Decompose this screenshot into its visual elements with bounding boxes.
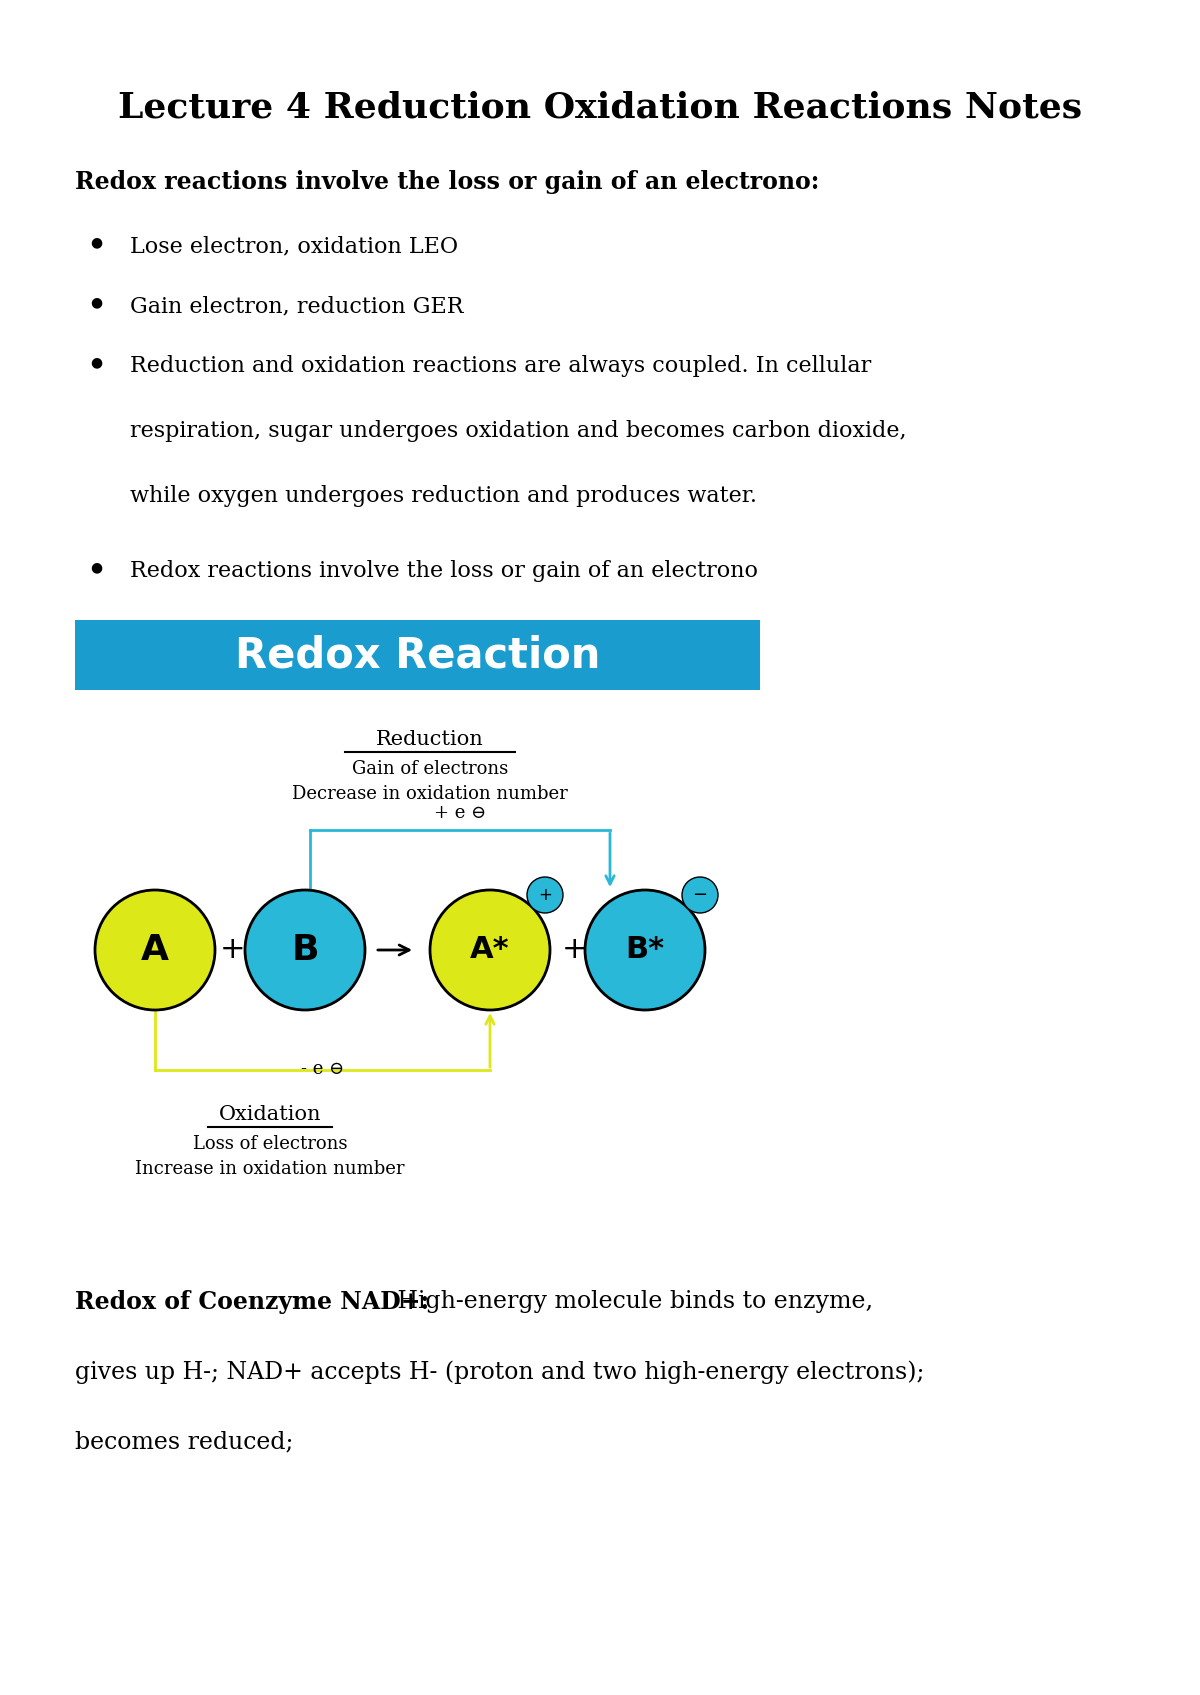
Text: while oxygen undergoes reduction and produces water.: while oxygen undergoes reduction and pro… (130, 485, 757, 507)
Text: gives up H-; NAD+ accepts H- (proton and two high-energy electrons);: gives up H-; NAD+ accepts H- (proton and… (74, 1359, 924, 1383)
Text: Redox Reaction: Redox Reaction (235, 634, 600, 676)
Text: High-energy molecule binds to enzyme,: High-energy molecule binds to enzyme, (390, 1290, 874, 1314)
Text: Gain of electrons: Gain of electrons (352, 759, 508, 778)
Text: Lose electron, oxidation LEO: Lose electron, oxidation LEO (130, 236, 458, 258)
Text: Loss of electrons: Loss of electrons (193, 1136, 347, 1153)
Text: respiration, sugar undergoes oxidation and becomes carbon dioxide,: respiration, sugar undergoes oxidation a… (130, 420, 907, 442)
Text: Lecture 4 Reduction Oxidation Reactions Notes: Lecture 4 Reduction Oxidation Reactions … (118, 90, 1082, 124)
Text: −: − (692, 886, 708, 903)
Circle shape (527, 876, 563, 914)
Text: ●: ● (90, 236, 102, 249)
Text: B*: B* (625, 936, 665, 964)
Text: A*: A* (470, 936, 510, 964)
Text: ●: ● (90, 354, 102, 370)
Circle shape (430, 890, 550, 1010)
Text: Reduction: Reduction (376, 731, 484, 749)
Text: B: B (292, 932, 319, 968)
Circle shape (245, 890, 365, 1010)
Text: Redox reactions involve the loss or gain of an electrono:: Redox reactions involve the loss or gain… (74, 170, 820, 193)
Text: ●: ● (90, 295, 102, 308)
Circle shape (682, 876, 718, 914)
Circle shape (95, 890, 215, 1010)
Text: +: + (220, 936, 246, 964)
Text: +: + (538, 886, 552, 903)
Text: +: + (562, 936, 588, 964)
Circle shape (586, 890, 706, 1010)
Text: Decrease in oxidation number: Decrease in oxidation number (292, 785, 568, 803)
Text: + e ⊖: + e ⊖ (434, 803, 486, 822)
Text: A: A (142, 932, 169, 968)
Text: Redox of Coenzyme NAD+:: Redox of Coenzyme NAD+: (74, 1290, 430, 1314)
Text: ●: ● (90, 559, 102, 575)
Bar (74, 620, 760, 690)
Text: becomes reduced;: becomes reduced; (74, 1431, 294, 1453)
Text: - e ⊖: - e ⊖ (301, 1059, 344, 1078)
Text: Gain electron, reduction GER: Gain electron, reduction GER (130, 295, 463, 317)
Text: Redox reactions involve the loss or gain of an electrono: Redox reactions involve the loss or gain… (130, 559, 758, 581)
Text: Increase in oxidation number: Increase in oxidation number (136, 1159, 404, 1178)
Text: Reduction and oxidation reactions are always coupled. In cellular: Reduction and oxidation reactions are al… (130, 354, 871, 376)
Text: Oxidation: Oxidation (218, 1105, 322, 1124)
